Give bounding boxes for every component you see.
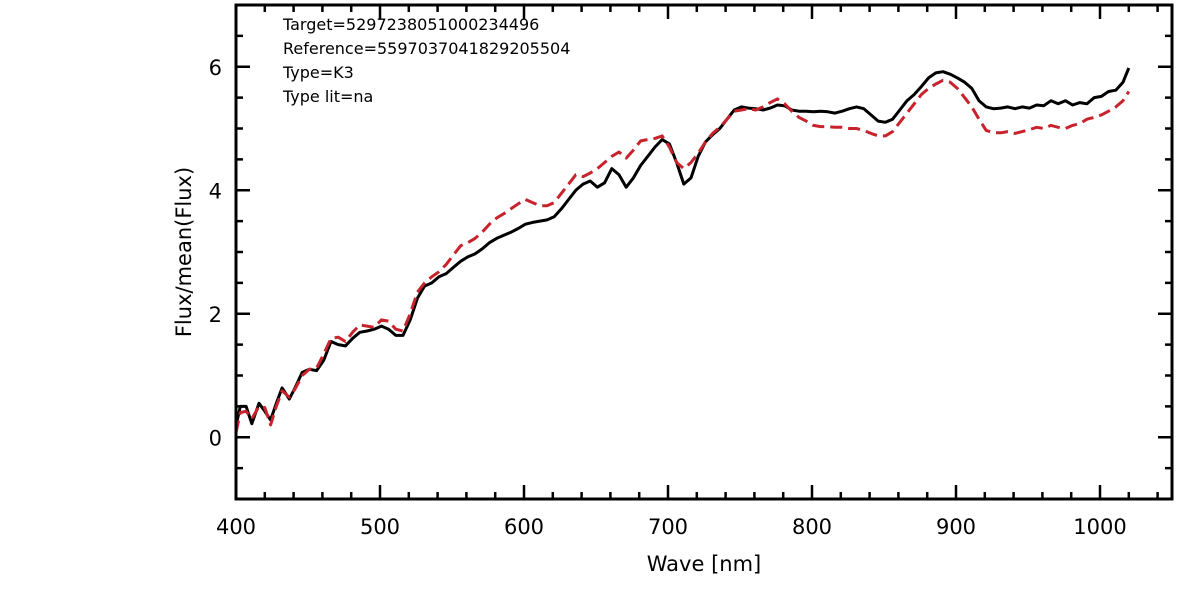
annotation-line-2: Reference=5597037041829205504	[283, 39, 570, 58]
x-tick-label: 700	[648, 515, 688, 539]
y-axis-title: Flux/mean(Flux)	[172, 167, 196, 337]
x-tick-label: 600	[504, 515, 544, 539]
x-tick-label: 800	[792, 515, 832, 539]
y-tick-label: 2	[209, 303, 222, 327]
y-tick-label: 4	[209, 179, 222, 203]
plot-frame	[234, 3, 1174, 501]
series-line-1	[234, 67, 1131, 427]
x-tick-label: 900	[936, 515, 976, 539]
series-line-2	[234, 78, 1131, 433]
y-tick-label: 0	[209, 426, 222, 450]
x-tick-label: 400	[216, 515, 256, 539]
x-tick-label: 1000	[1073, 515, 1126, 539]
label-layer: 400 500 600 700 800 900 1000 0 2 4 6	[209, 56, 1127, 539]
annotations: Target=5297238051000234496 Reference=5597…	[282, 15, 570, 106]
series-layer	[234, 67, 1131, 433]
annotation-line-3: Type=K3	[282, 63, 354, 82]
annotation-line-1: Target=5297238051000234496	[282, 15, 539, 34]
x-axis-title: Wave [nm]	[647, 552, 761, 576]
x-tick-label: 500	[360, 515, 400, 539]
annotation-line-4: Type lit=na	[282, 87, 373, 106]
y-tick-label: 6	[209, 56, 222, 80]
tick-layer	[234, 3, 1172, 501]
